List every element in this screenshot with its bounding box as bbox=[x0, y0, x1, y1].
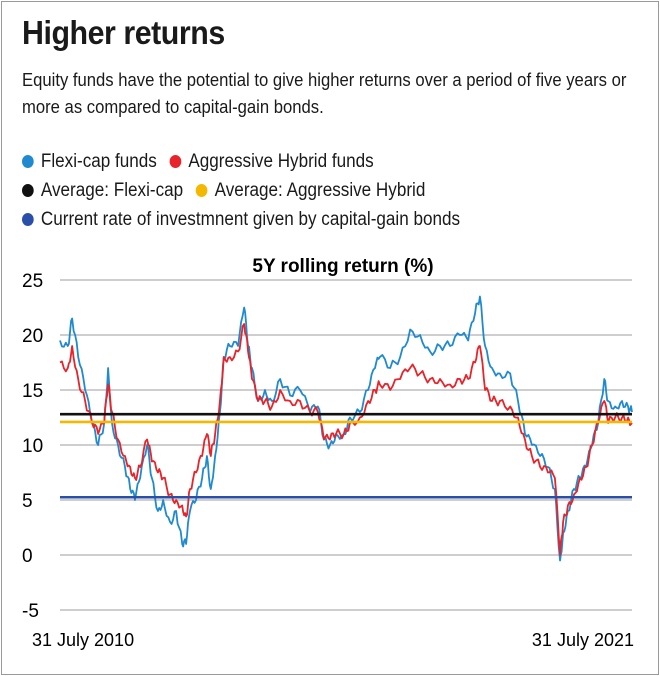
legend-dot bbox=[22, 155, 34, 168]
legend-dot bbox=[22, 213, 34, 226]
legend-dot bbox=[22, 184, 34, 197]
legend-label: Current rate of investmnent given by cap… bbox=[40, 208, 461, 230]
legend: Flexi-cap funds Aggressive Hybrid funds … bbox=[22, 147, 652, 234]
legend-item-flexi-cap: Flexi-cap funds bbox=[22, 151, 157, 173]
y-tick-label: 10 bbox=[22, 436, 43, 457]
legend-label: Aggressive Hybrid funds bbox=[188, 150, 374, 172]
legend-dot bbox=[169, 155, 182, 168]
legend-item-aggressive-hybrid: Aggressive Hybrid funds bbox=[169, 150, 374, 173]
legend-label: Flexi-cap funds bbox=[40, 150, 157, 172]
chart-title: Higher returns bbox=[22, 14, 225, 51]
plot-title: 5Y rolling return (%) bbox=[252, 256, 433, 277]
x-tick-label-end: 31 July 2021 bbox=[532, 630, 634, 650]
legend-item-avg-aggressive-hybrid: Average: Aggressive Hybrid bbox=[195, 179, 426, 202]
y-tick-label: 5 bbox=[22, 491, 33, 512]
y-tick-label: 15 bbox=[22, 381, 43, 402]
x-tick-label-start: 31 July 2010 bbox=[32, 630, 134, 650]
y-tick-label: 20 bbox=[22, 326, 43, 347]
y-tick-label: 0 bbox=[22, 546, 33, 567]
y-tick-label: -5 bbox=[22, 601, 39, 622]
y-tick-label: 25 bbox=[22, 271, 43, 292]
legend-item-capital-gain-bonds: Current rate of investmnent given by cap… bbox=[22, 209, 460, 231]
legend-label: Average: Flexi-cap bbox=[40, 179, 184, 201]
legend-item-avg-flexi-cap: Average: Flexi-cap bbox=[22, 180, 183, 202]
series-line-aggressive-hybrid bbox=[59, 323, 633, 556]
chart-subtitle: Equity funds have the potential to give … bbox=[22, 69, 627, 117]
legend-dot bbox=[195, 184, 208, 197]
legend-label: Average: Aggressive Hybrid bbox=[214, 179, 426, 201]
